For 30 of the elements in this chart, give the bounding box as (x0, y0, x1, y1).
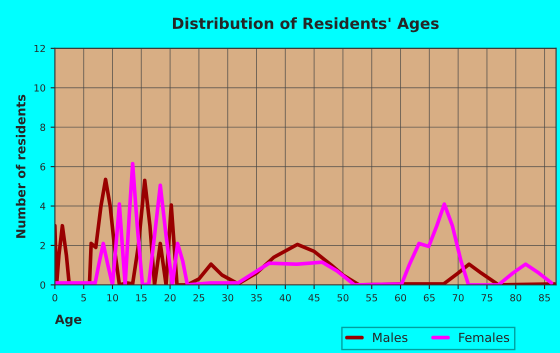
x-tick-label: 30 (222, 294, 234, 302)
x-tick-label: 10 (107, 294, 118, 302)
x-tick-label: 0 (52, 294, 58, 302)
x-tick-label: 45 (308, 294, 320, 302)
y-axis-title: Number of residents (16, 94, 26, 238)
y-tick-label: 8 (40, 124, 46, 132)
x-tick-label: 60 (395, 294, 406, 302)
legend-label: Females (459, 332, 510, 342)
y-tick-label: 0 (40, 281, 46, 289)
y-tick-label: 6 (40, 163, 46, 170)
y-tick-label: 12 (34, 44, 45, 52)
x-tick-label: 40 (280, 294, 291, 302)
x-tick-label: 5 (81, 294, 86, 302)
x-tick-label: 70 (452, 294, 464, 302)
x-tick-label: 15 (136, 294, 147, 302)
x-tick-label: 80 (510, 294, 522, 302)
x-tick-label: 25 (193, 294, 204, 302)
x-tick-label: 35 (251, 294, 262, 302)
y-tick-label: 2 (40, 242, 45, 250)
x-tick-label: 75 (482, 294, 492, 302)
x-tick-label: 20 (164, 294, 176, 302)
legend-label: Males (373, 332, 408, 342)
y-tick-label: 10 (34, 84, 46, 92)
x-tick-label: 50 (337, 294, 348, 302)
y-tick-label: 4 (40, 202, 46, 210)
x-tick-label: 65 (424, 294, 435, 302)
x-tick-label: 55 (366, 294, 378, 302)
x-tick-label: 85 (539, 294, 550, 302)
x-axis-title: Age (54, 314, 82, 327)
chart-title: Distribution of Residents' Ages (172, 17, 439, 32)
